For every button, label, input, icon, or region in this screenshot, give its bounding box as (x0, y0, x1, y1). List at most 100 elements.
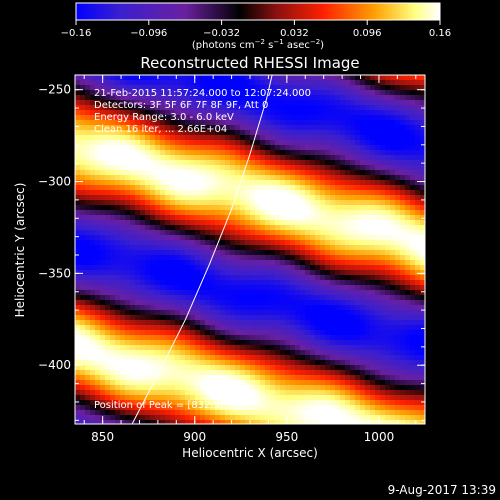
heatmap-cell (370, 385, 376, 391)
heatmap-cell (185, 380, 191, 386)
heatmap-cell (400, 390, 406, 396)
heatmap-cell (145, 195, 151, 201)
heatmap-cell (240, 270, 246, 276)
heatmap-cell (260, 385, 266, 391)
heatmap-cell (155, 360, 161, 366)
heatmap-cell (350, 110, 356, 116)
heatmap-cell (365, 220, 371, 226)
heatmap-cell (80, 225, 86, 231)
heatmap-cell (385, 90, 391, 96)
heatmap-cell (220, 110, 226, 116)
heatmap-cell (160, 340, 166, 346)
heatmap-cell (140, 200, 146, 206)
heatmap-cell (90, 280, 96, 286)
heatmap-cell (300, 315, 306, 321)
heatmap-cell (160, 265, 166, 271)
heatmap-cell (345, 240, 351, 246)
heatmap-cell (180, 145, 186, 151)
heatmap-cell (285, 90, 291, 96)
heatmap-cell (165, 140, 171, 146)
heatmap-cell (195, 150, 201, 156)
heatmap-cell (300, 385, 306, 391)
heatmap-cell (95, 255, 101, 261)
heatmap-cell (190, 400, 196, 406)
heatmap-cell (385, 145, 391, 151)
heatmap-cell (110, 155, 116, 161)
heatmap-cell (405, 105, 411, 111)
heatmap-cell (170, 90, 176, 96)
heatmap-cell (165, 395, 171, 401)
heatmap-cell (145, 75, 151, 81)
heatmap-cell (250, 365, 256, 371)
heatmap-cell (135, 270, 141, 276)
heatmap-cell (85, 310, 91, 316)
heatmap-cell (210, 405, 216, 411)
heatmap-cell (385, 110, 391, 116)
heatmap-cell (385, 105, 391, 111)
heatmap-cell (385, 360, 391, 366)
heatmap-cell (240, 265, 246, 271)
heatmap-cell (390, 415, 396, 421)
heatmap-cell (280, 275, 286, 281)
heatmap-cell (210, 240, 216, 246)
heatmap-cell (410, 290, 416, 296)
heatmap-cell (85, 240, 91, 246)
heatmap-cell (105, 415, 111, 421)
heatmap-cell (280, 215, 286, 221)
heatmap-cell (305, 165, 311, 171)
heatmap-cell (400, 210, 406, 216)
heatmap-cell (220, 225, 226, 231)
heatmap-cell (200, 125, 206, 131)
heatmap-cell (265, 375, 271, 381)
heatmap-cell (360, 285, 366, 291)
heatmap-cell (205, 175, 211, 181)
heatmap-cell (130, 315, 136, 321)
heatmap-cell (305, 130, 311, 136)
heatmap-cell (400, 250, 406, 256)
heatmap-cell (85, 235, 91, 241)
heatmap-cell (175, 95, 181, 101)
heatmap-cell (290, 335, 296, 341)
heatmap-cell (255, 90, 261, 96)
heatmap-cell (130, 410, 136, 416)
heatmap-cell (160, 250, 166, 256)
heatmap-cell (395, 105, 401, 111)
heatmap-cell (290, 90, 296, 96)
heatmap-cell (340, 210, 346, 216)
heatmap-cell (110, 215, 116, 221)
heatmap-cell (360, 265, 366, 271)
heatmap-cell (125, 195, 131, 201)
heatmap-cell (395, 170, 401, 176)
heatmap-cell (160, 95, 166, 101)
heatmap-cell (375, 395, 381, 401)
heatmap-cell (170, 370, 176, 376)
heatmap-cell (330, 185, 336, 191)
heatmap-cell (210, 325, 216, 331)
heatmap-cell (195, 385, 201, 391)
heatmap-cell (250, 260, 256, 266)
heatmap-cell (135, 235, 141, 241)
heatmap-cell (350, 380, 356, 386)
heatmap-cell (260, 155, 266, 161)
heatmap-cell (105, 270, 111, 276)
heatmap-cell (90, 215, 96, 221)
heatmap-cell (375, 180, 381, 186)
heatmap-cell (80, 275, 86, 281)
heatmap-cell (185, 235, 191, 241)
heatmap-cell (215, 180, 221, 186)
heatmap-cell (370, 355, 376, 361)
heatmap-cell (240, 180, 246, 186)
heatmap-cell (175, 125, 181, 131)
heatmap-cell (90, 95, 96, 101)
heatmap-cell (245, 95, 251, 101)
heatmap-cell (155, 275, 161, 281)
heatmap-cell (170, 160, 176, 166)
heatmap-cell (380, 265, 386, 271)
heatmap-cell (365, 360, 371, 366)
heatmap-cell (345, 320, 351, 326)
heatmap-cell (155, 235, 161, 241)
heatmap-cell (165, 190, 171, 196)
heatmap-cell (405, 315, 411, 321)
heatmap-cell (215, 170, 221, 176)
heatmap-cell (205, 110, 211, 116)
